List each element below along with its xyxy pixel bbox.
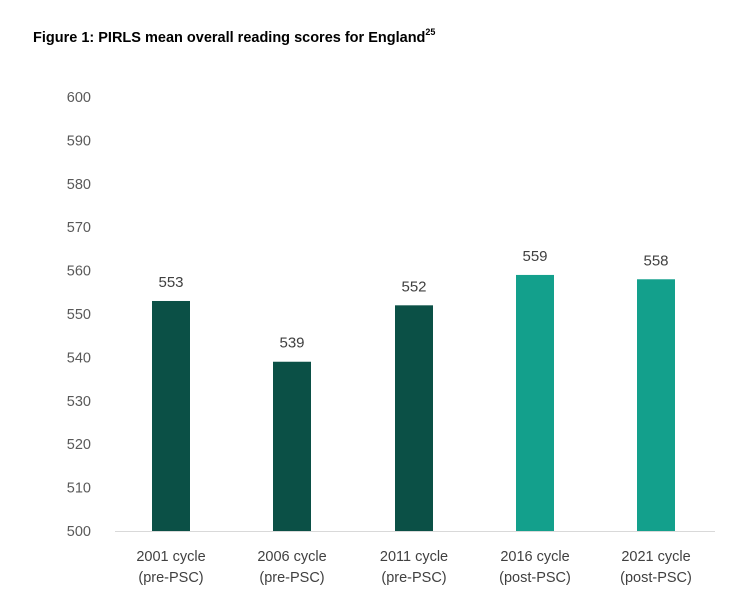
bar-value-label: 552 (401, 278, 426, 295)
y-tick-label: 560 (67, 264, 91, 280)
x-category-label-line: 2021 cycle (621, 549, 690, 565)
bar-value-label: 539 (279, 335, 304, 352)
data-labels: 553 539 552 559 558 (158, 248, 668, 352)
footnote-marker: 25 (425, 27, 436, 37)
bar-value-label: 558 (643, 252, 668, 269)
y-tick-label: 590 (67, 133, 91, 149)
x-category-label: 2011 cycle (pre-PSC) (380, 549, 448, 586)
y-axis-ticks: 600 590 580 570 560 550 540 530 520 510 500 (67, 90, 91, 540)
x-category-label: 2001 cycle (pre-PSC) (136, 549, 205, 586)
y-tick-label: 570 (67, 220, 91, 236)
x-category-label: 2021 cycle (post-PSC) (620, 549, 692, 586)
y-tick-label: 580 (67, 177, 91, 193)
y-tick-label: 530 (67, 394, 91, 410)
bar (516, 274, 554, 531)
chart-title-text: Figure 1: PIRLS mean overall reading sco… (33, 30, 426, 46)
y-tick-label: 550 (67, 307, 91, 323)
chart-title: Figure 1: PIRLS mean overall reading sco… (33, 27, 436, 46)
x-category-label-line: 2011 cycle (380, 549, 448, 565)
x-category-label-line: 2001 cycle (136, 549, 205, 565)
bars (152, 274, 675, 531)
x-category-label-line: 2006 cycle (257, 549, 326, 565)
bar-value-label: 559 (522, 248, 547, 265)
x-axis-labels: 2001 cycle (pre-PSC)2006 cycle (pre-PSC)20… (136, 549, 692, 586)
bar (273, 361, 311, 531)
x-category-label: 2016 cycle (post-PSC) (499, 549, 571, 586)
x-category-label-line: (post-PSC) (620, 570, 692, 586)
x-category-label: 2006 cycle (pre-PSC) (257, 549, 326, 586)
bar (152, 300, 190, 531)
x-category-label-line: 2016 cycle (500, 549, 569, 565)
bar (637, 279, 675, 531)
y-tick-label: 520 (67, 437, 91, 453)
x-category-label-line: (post-PSC) (499, 570, 571, 586)
y-tick-label: 540 (67, 350, 91, 366)
x-category-label-line: (pre-PSC) (381, 570, 446, 586)
bar-value-label: 553 (158, 274, 183, 291)
y-tick-label: 510 (67, 481, 91, 497)
y-tick-label: 600 (67, 90, 91, 106)
y-tick-label: 500 (67, 524, 91, 540)
bar (395, 305, 433, 531)
x-category-label-line: (pre-PSC) (259, 570, 324, 586)
x-category-label-line: (pre-PSC) (138, 570, 203, 586)
